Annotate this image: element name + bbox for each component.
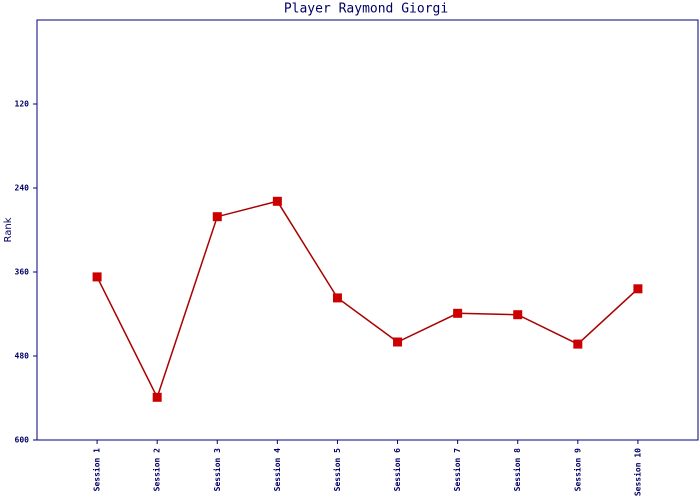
x-tick-label: Session 8 xyxy=(512,448,522,492)
x-tick-label: Session 9 xyxy=(572,448,582,492)
x-tick-label: Session 6 xyxy=(392,448,402,492)
x-tick-label: Session 3 xyxy=(212,448,222,492)
x-tick-label: Session 5 xyxy=(332,448,342,492)
y-tick-label: 600 xyxy=(15,436,30,445)
marker xyxy=(573,339,583,349)
x-tick-label: Session 4 xyxy=(272,448,282,492)
y-axis-label: Rank xyxy=(3,217,14,242)
marker xyxy=(212,212,222,222)
line xyxy=(96,200,639,400)
y-tick-label: 240 xyxy=(15,184,30,193)
marker xyxy=(92,272,102,282)
marker xyxy=(272,196,282,206)
x-tick-label: Session 2 xyxy=(152,448,162,492)
marker xyxy=(513,310,523,320)
marker xyxy=(152,392,162,402)
x-tick-label: Session 10 xyxy=(632,448,642,496)
marker xyxy=(453,308,463,318)
marker xyxy=(332,293,342,303)
chart-title: Player Raymond Giorgi xyxy=(284,2,448,17)
y-tick-label: 120 xyxy=(15,100,30,109)
x-tick-label: Session 7 xyxy=(452,448,462,492)
y-tick-label: 360 xyxy=(15,268,30,277)
marker xyxy=(393,337,403,347)
marker xyxy=(633,284,643,294)
x-tick-label: Session 1 xyxy=(92,448,102,492)
plot-frame xyxy=(36,19,699,441)
y-tick-label: 480 xyxy=(15,352,30,361)
